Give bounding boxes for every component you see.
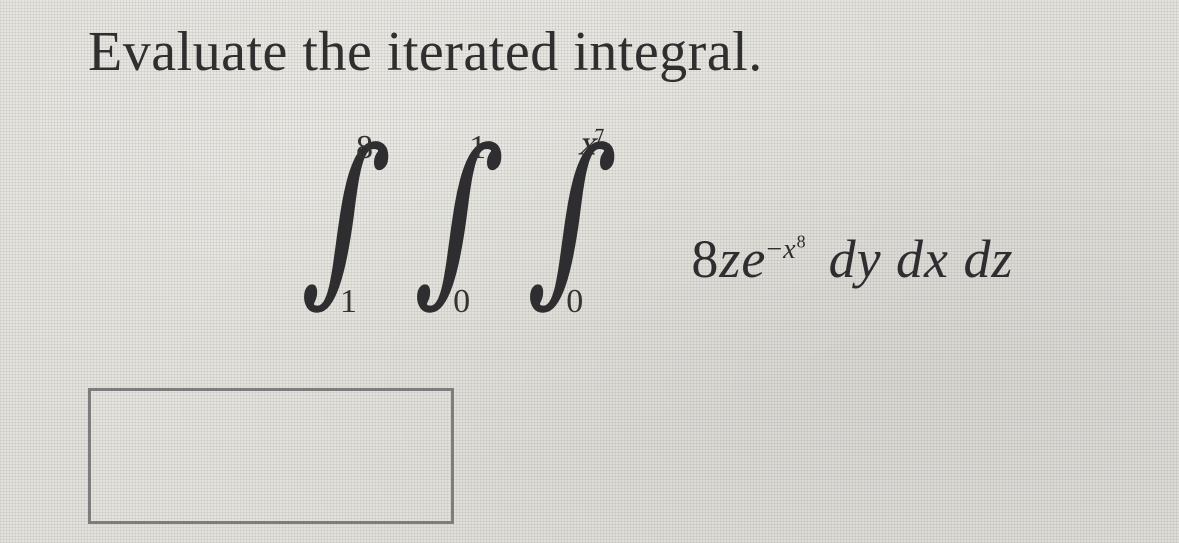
integrand-vars: ze — [719, 229, 766, 289]
integral-2: ∫ 1 0 — [413, 135, 536, 315]
question-prompt: Evaluate the iterated integral. — [88, 20, 763, 84]
integral-2-lower-limit: 0 — [453, 283, 470, 321]
integrand-exponent: −x8 — [766, 234, 806, 265]
integral-2-upper-limit: 1 — [469, 129, 486, 167]
integrand-exp-sign: − — [766, 234, 783, 265]
integrand: 8ze−x8 — [691, 228, 806, 290]
iterated-integral: ∫ 8 1 ∫ 1 0 ∫ x7 0 8ze−x8 dy dx dz — [300, 135, 1170, 335]
integral-1-lower-limit: 1 — [340, 283, 357, 321]
integral-3-upper-exp: 7 — [595, 127, 605, 147]
differentials: dy dx dz — [829, 228, 1014, 290]
integrand-coef: 8 — [691, 229, 719, 289]
integral-3: ∫ x7 0 — [526, 135, 649, 315]
integral-3-upper-limit: x7 — [578, 125, 604, 168]
integral-1-upper-limit: 8 — [356, 129, 373, 167]
answer-input-box[interactable] — [88, 388, 454, 524]
integrand-exp-power: 8 — [797, 232, 807, 252]
integral-1: ∫ 8 1 — [300, 135, 423, 315]
integrand-exp-base: x — [783, 234, 796, 265]
integral-3-lower-limit: 0 — [566, 283, 583, 321]
integral-3-upper-base: x — [578, 129, 594, 163]
